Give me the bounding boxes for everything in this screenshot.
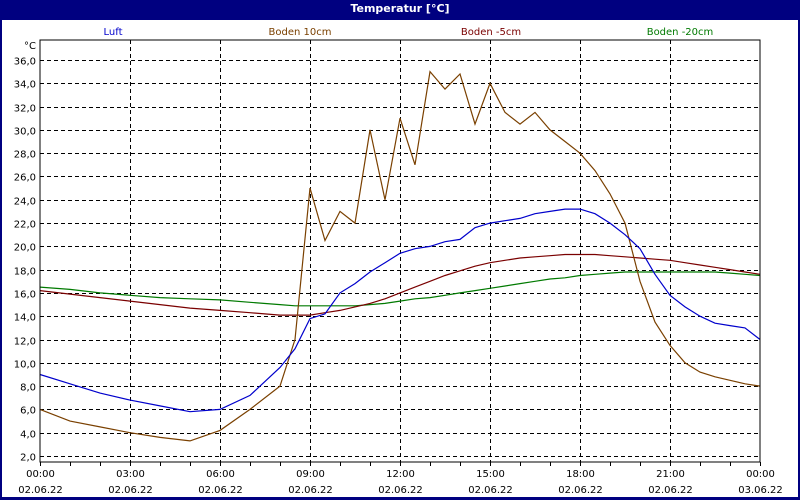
legend-item: Luft [104, 27, 123, 38]
x-tick-time: 03:00 [116, 469, 145, 480]
y-tick-label: 6,0 [20, 406, 36, 417]
legend-item: Boden -20cm [647, 27, 714, 38]
y-tick-label: 22,0 [14, 220, 36, 231]
y-axis-unit: °C [24, 41, 36, 52]
x-tick-time: 12:00 [386, 469, 415, 480]
y-tick-label: 30,0 [14, 127, 36, 138]
legend-item: Boden -5cm [461, 27, 521, 38]
x-tick-time: 06:00 [206, 469, 235, 480]
x-tick-date: 02.06.22 [468, 485, 513, 496]
series-line-luft [39, 208, 761, 413]
series-line-boden-20cm [39, 271, 761, 307]
chart-title: Temperatur [°C] [350, 2, 450, 15]
plot-border [39, 39, 761, 463]
x-tick-time: 18:00 [566, 469, 595, 480]
y-tick-label: 4,0 [20, 430, 36, 441]
series-lines [39, 70, 761, 442]
x-tick-time: 21:00 [656, 469, 685, 480]
legend: Luft Boden 10cm Boden -5cm Boden -20cm [104, 27, 714, 38]
x-tick-date: 02.06.22 [558, 485, 603, 496]
series-line-boden-10cm [39, 70, 761, 442]
y-axis: °C 2,0 4,0 6,0 8,0 10,0 12,0 14,0 16,0 18,0 20,0 22… [14, 41, 36, 464]
x-tick-time: 15:00 [476, 469, 505, 480]
y-tick-label: 12,0 [14, 337, 36, 348]
y-tick-label: 16,0 [14, 290, 36, 301]
y-tick-label: 18,0 [14, 267, 36, 278]
legend-item: Boden 10cm [269, 27, 332, 38]
x-tick-date: 02.06.22 [648, 485, 693, 496]
x-tick-time: 00:00 [746, 469, 775, 480]
y-tick-label: 20,0 [14, 243, 36, 254]
x-tick-date: 02.06.22 [18, 485, 63, 496]
y-tick-label: 2,0 [20, 453, 36, 464]
grid [40, 40, 760, 462]
x-axis: 00:00 02.06.22 03:00 02.06.22 06:00 02.06.22 0… [18, 462, 783, 496]
series-line-boden-5cm [39, 253, 761, 316]
y-tick-label: 32,0 [14, 104, 36, 115]
x-tick-date: 02.06.22 [288, 485, 333, 496]
y-tick-label: 8,0 [20, 383, 36, 394]
y-tick-label: 10,0 [14, 360, 36, 371]
y-tick-label: 14,0 [14, 313, 36, 324]
x-tick-date: 02.06.22 [198, 485, 243, 496]
y-tick-label: 36,0 [14, 57, 36, 68]
x-tick-date: 02.06.22 [108, 485, 153, 496]
y-tick-label: 34,0 [14, 80, 36, 91]
x-tick-time: 00:00 [26, 469, 55, 480]
x-tick-time: 09:00 [296, 469, 325, 480]
y-tick-label: 28,0 [14, 150, 36, 161]
y-tick-label: 26,0 [14, 173, 36, 184]
y-tick-label: 24,0 [14, 197, 36, 208]
x-tick-date: 02.06.22 [378, 485, 423, 496]
x-tick-date: 03.06.22 [738, 485, 783, 496]
